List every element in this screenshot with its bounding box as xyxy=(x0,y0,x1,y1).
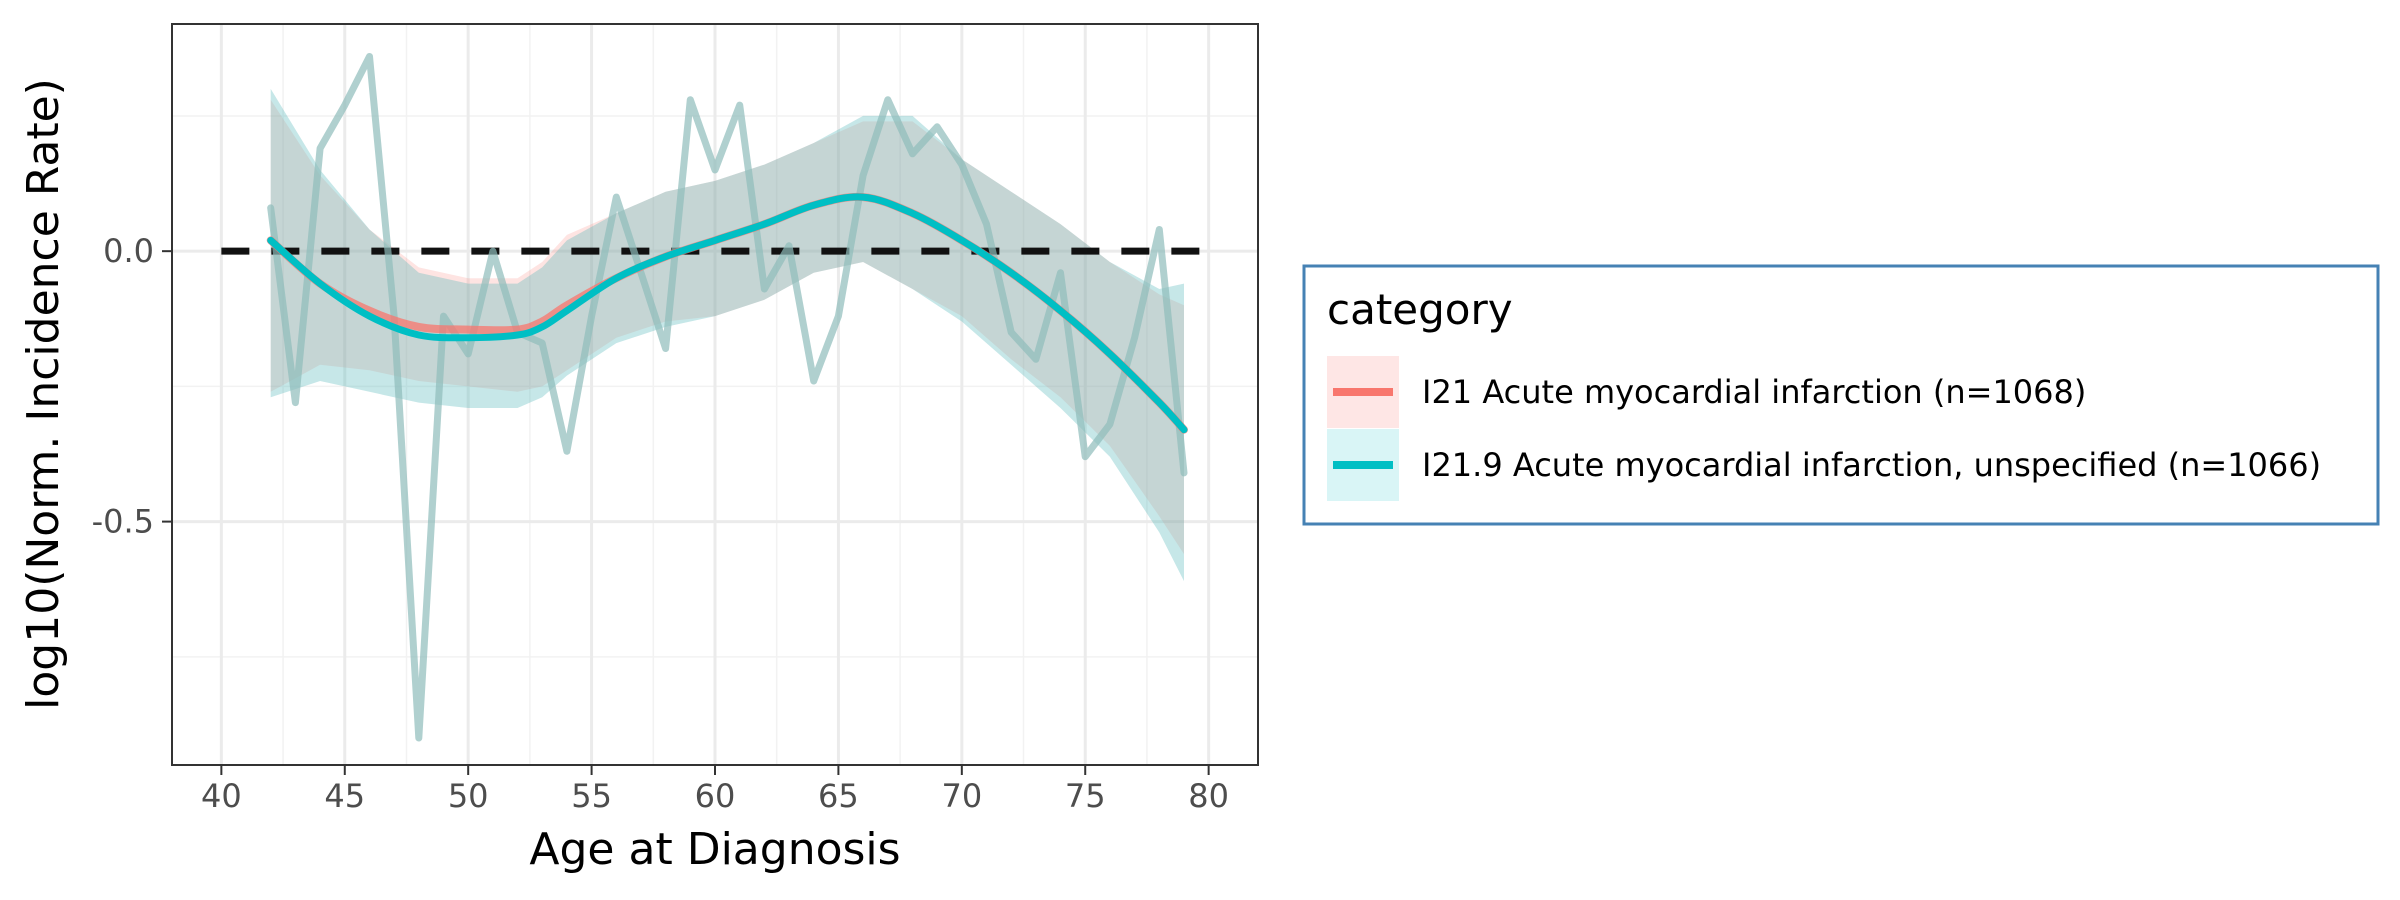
y-axis-title: log10(Norm. Incidence Rate) xyxy=(18,78,69,710)
y-tick-label: 0.0 xyxy=(103,232,154,270)
x-tick-label: 70 xyxy=(941,777,982,815)
x-axis-title: Age at Diagnosis xyxy=(529,824,900,875)
raw-data-line xyxy=(267,53,1188,742)
smooth-lines xyxy=(266,192,1188,434)
grid-major xyxy=(172,24,1258,765)
ci-ribbon-1 xyxy=(270,88,1184,582)
x-tick-label: 55 xyxy=(571,777,612,815)
legend: category I21 Acute myocardial infarction… xyxy=(1302,264,2380,526)
legend-box xyxy=(1302,264,2380,526)
x-tick-label: 40 xyxy=(201,777,242,815)
legend-label-1: I21.9 Acute myocardial infarction, unspe… xyxy=(1422,446,2321,484)
x-axis: 40 45 50 55 60 65 70 75 80 xyxy=(201,765,1229,815)
x-tick-label: 80 xyxy=(1188,777,1229,815)
legend-label-0: I21 Acute myocardial infarction (n=1068) xyxy=(1422,373,2086,411)
plot-panel xyxy=(171,23,1259,766)
x-tick-label: 65 xyxy=(818,777,859,815)
x-tick-label: 60 xyxy=(695,777,736,815)
raw-line-group xyxy=(267,53,1188,742)
series-line-1 xyxy=(267,193,1188,434)
x-tick-label: 45 xyxy=(324,777,365,815)
y-tick-label: -0.5 xyxy=(92,503,154,541)
y-axis: 0.0 -0.5 xyxy=(92,232,172,541)
confidence-ribbons xyxy=(270,88,1184,582)
x-tick-label: 75 xyxy=(1065,777,1106,815)
ci-ribbon-overlap xyxy=(270,88,1184,582)
ci-ribbon-0 xyxy=(270,99,1184,555)
x-tick-label: 50 xyxy=(448,777,489,815)
legend-title: category xyxy=(1327,285,1513,334)
